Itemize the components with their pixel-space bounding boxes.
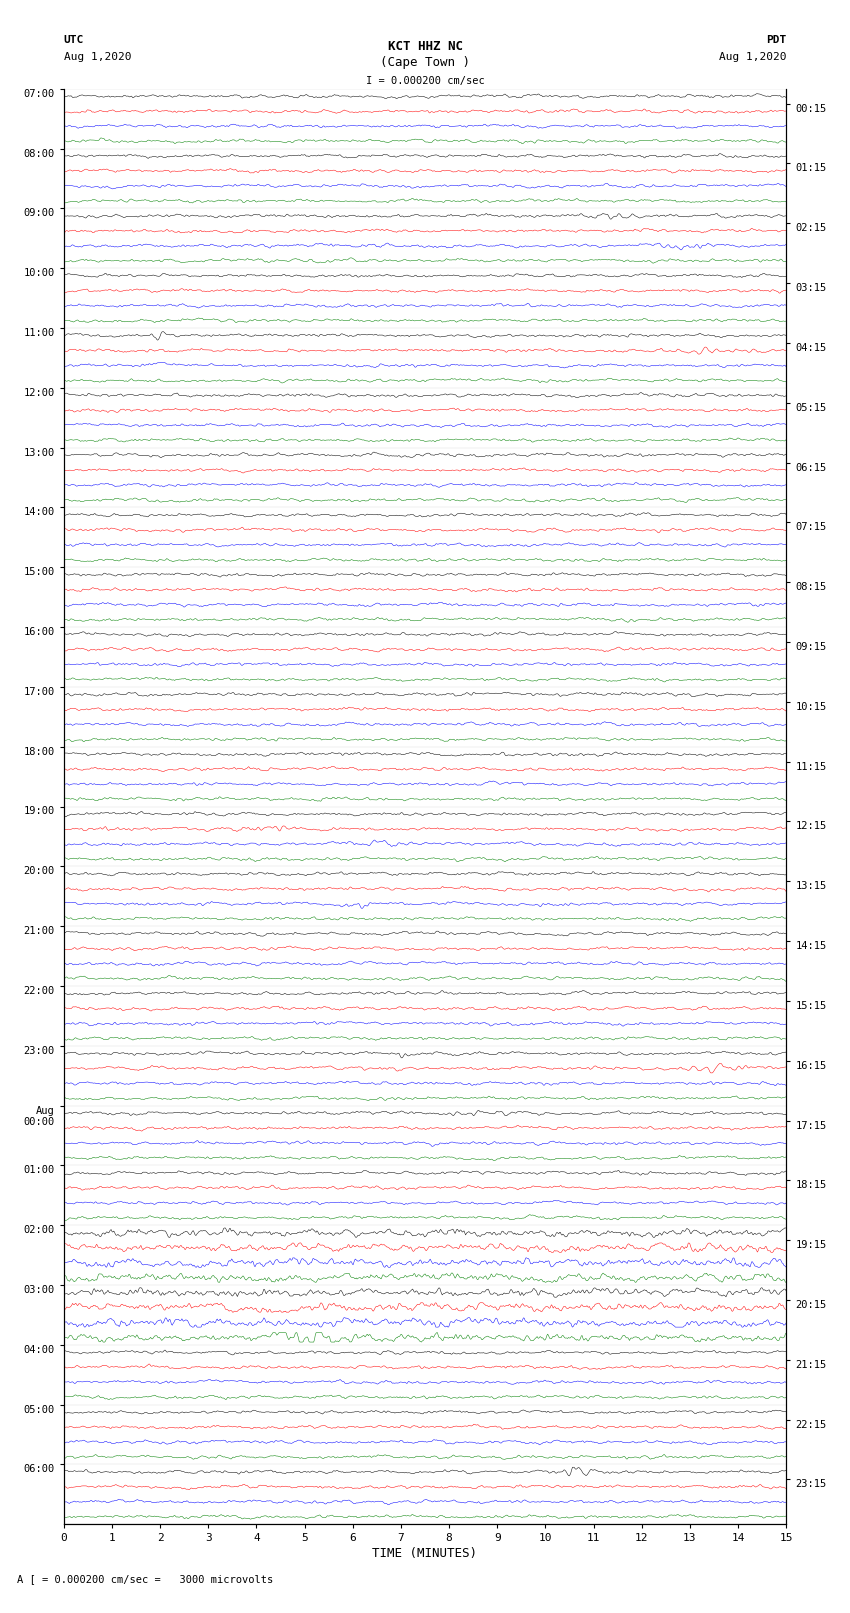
Text: PDT: PDT bbox=[766, 35, 786, 45]
Text: I = 0.000200 cm/sec: I = 0.000200 cm/sec bbox=[366, 76, 484, 85]
X-axis label: TIME (MINUTES): TIME (MINUTES) bbox=[372, 1547, 478, 1560]
Text: UTC: UTC bbox=[64, 35, 84, 45]
Text: A [ = 0.000200 cm/sec =   3000 microvolts: A [ = 0.000200 cm/sec = 3000 microvolts bbox=[17, 1574, 273, 1584]
Text: KCT HHZ NC: KCT HHZ NC bbox=[388, 40, 462, 53]
Text: (Cape Town ): (Cape Town ) bbox=[380, 56, 470, 69]
Text: Aug 1,2020: Aug 1,2020 bbox=[64, 52, 131, 61]
Text: Aug 1,2020: Aug 1,2020 bbox=[719, 52, 786, 61]
